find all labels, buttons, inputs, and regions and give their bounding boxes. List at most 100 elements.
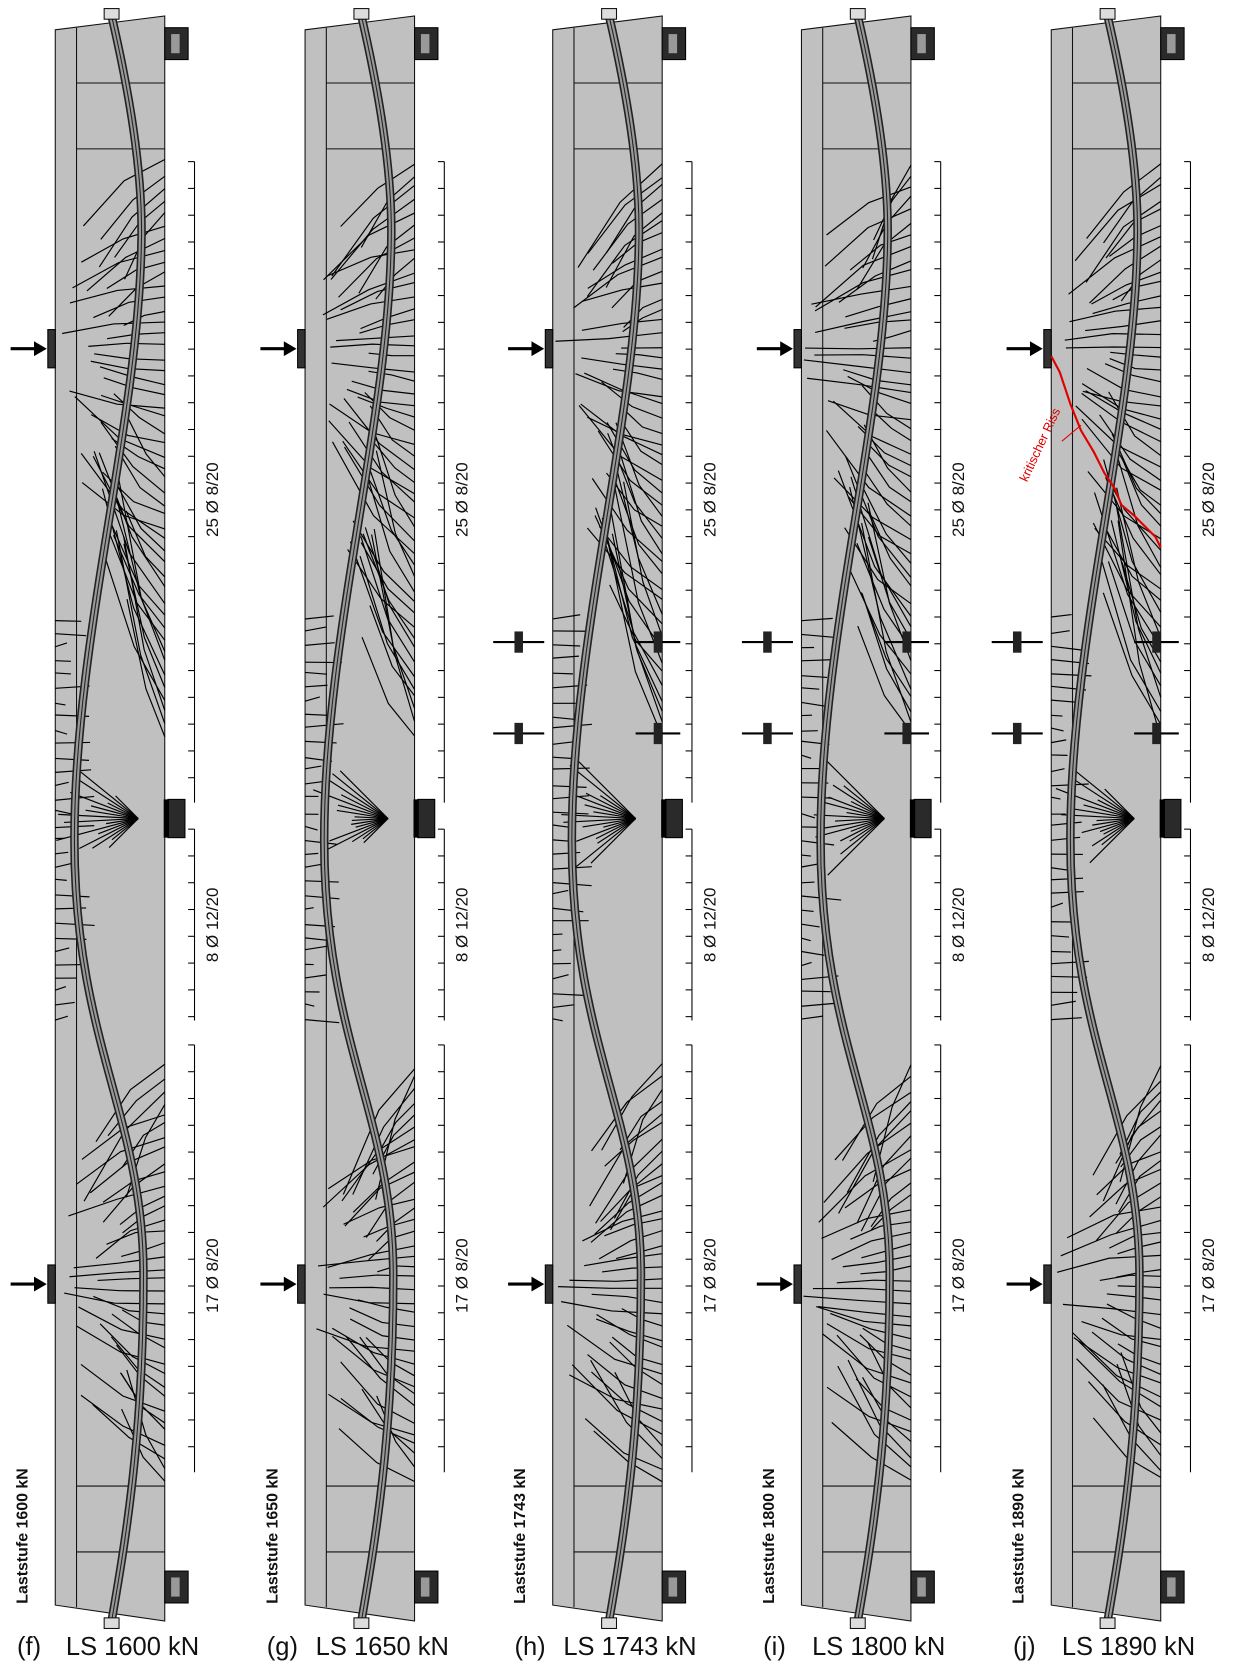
beam-panel: 25 Ø 8/20 8 Ø 12/20 17 Ø 8/20 Laststufe 180…	[742, 9, 968, 1661]
support-detail	[917, 34, 926, 53]
support-detail	[171, 34, 180, 53]
displacement-gauge-body	[1013, 723, 1022, 744]
anchor-plate	[354, 9, 369, 20]
load-arrow-head	[531, 341, 544, 356]
stirrup-label: 17 Ø 8/20	[453, 1238, 472, 1313]
displacement-gauge-body	[902, 631, 911, 652]
crack	[1051, 951, 1071, 952]
mid-support	[1164, 799, 1181, 837]
load-arrow-head	[1030, 1277, 1043, 1292]
beam-panel: 25 Ø 8/208 Ø 12/2017 Ø 8/20Laststufe 160…	[11, 9, 222, 1661]
support-detail	[669, 34, 678, 53]
displacement-gauge-body	[902, 723, 911, 744]
displacement-gauge-body	[763, 723, 772, 744]
mid-support-detail	[910, 799, 915, 837]
mid-support-detail	[164, 799, 169, 837]
load-plate	[794, 330, 801, 368]
anchor-plate	[602, 1618, 617, 1629]
load-plate	[1044, 1265, 1051, 1303]
load-step-label: Laststufe 1890 kN	[1011, 1468, 1028, 1604]
support-detail	[1167, 34, 1176, 53]
displacement-gauge-body	[1013, 631, 1022, 652]
load-plate	[545, 1265, 552, 1303]
load-plate	[298, 1265, 305, 1303]
support-detail	[171, 1577, 180, 1596]
load-arrow-head	[780, 1277, 793, 1292]
crack	[1051, 715, 1062, 716]
stirrup-label: 8 Ø 12/20	[1199, 887, 1218, 962]
beam-panel: 25 Ø 8/20 8 Ø 12/20 17 Ø 8/20 Laststufe 174…	[493, 9, 719, 1661]
load-plate	[298, 330, 305, 368]
crack	[553, 934, 563, 935]
support-detail	[421, 34, 430, 53]
displacement-gauge-body	[654, 631, 663, 652]
anchor-plate	[1100, 1618, 1115, 1629]
stirrup-label: 25 Ø 8/20	[203, 462, 222, 537]
caption: LS 1600 kN	[66, 1633, 199, 1661]
beam-panel: 25 Ø 8/20 8 Ø 12/20 17 Ø 8/20 Laststufe 189…	[992, 9, 1218, 1661]
caption-tag: (f)	[17, 1633, 41, 1661]
mid-support	[914, 799, 931, 837]
load-arrow-head	[531, 1277, 544, 1292]
stirrup-label: 25 Ø 8/20	[1199, 462, 1218, 537]
displacement-gauge-body	[1152, 631, 1161, 652]
stirrup-label: 25 Ø 8/20	[949, 462, 968, 537]
mid-support-detail	[661, 799, 666, 837]
stirrup-label: 8 Ø 12/20	[203, 887, 222, 962]
load-plate	[545, 330, 552, 368]
load-arrow-head	[34, 1277, 47, 1292]
anchor-plate	[104, 1618, 119, 1629]
displacement-gauge-body	[514, 631, 523, 652]
crack	[55, 661, 71, 662]
figure: 25 Ø 8/208 Ø 12/2017 Ø 8/20Laststufe 160…	[0, 0, 1233, 1670]
mid-support-detail	[413, 799, 418, 837]
support-detail	[421, 1577, 430, 1596]
stirrup-label: 17 Ø 8/20	[949, 1238, 968, 1313]
crack	[55, 742, 90, 743]
load-plate	[48, 330, 55, 368]
caption-tag: (i)	[763, 1633, 786, 1661]
stirrup-label: 8 Ø 12/20	[949, 887, 968, 962]
displacement-gauge-body	[514, 723, 523, 744]
caption-tag: (h)	[514, 1633, 545, 1661]
anchor-plate	[1100, 9, 1115, 20]
stirrup-label: 17 Ø 8/20	[700, 1238, 719, 1313]
anchor-plate	[850, 9, 865, 20]
load-arrow-head	[780, 341, 793, 356]
load-step-label: Laststufe 1800 kN	[761, 1468, 778, 1604]
load-step-label: Laststufe 1743 kN	[512, 1468, 529, 1604]
displacement-gauge-body	[763, 631, 772, 652]
mid-support	[418, 799, 435, 837]
caption-tag: (g)	[267, 1633, 298, 1661]
displacement-gauge-body	[654, 723, 663, 744]
crack	[55, 621, 81, 622]
load-arrow-head	[1030, 341, 1043, 356]
load-plate	[48, 1265, 55, 1303]
mid-support	[168, 799, 185, 837]
stirrup-label: 17 Ø 8/20	[203, 1238, 222, 1313]
stirrup-label: 17 Ø 8/20	[1199, 1238, 1218, 1313]
load-step-label: Laststufe 1650 kN	[264, 1468, 281, 1604]
load-arrow-head	[284, 341, 297, 356]
mid-support-detail	[1160, 799, 1165, 837]
displacement-gauge-body	[1152, 723, 1161, 744]
anchor-plate	[602, 9, 617, 20]
caption-tag: (j)	[1013, 1633, 1036, 1661]
caption: LS 1890 kN	[1062, 1633, 1195, 1661]
support-detail	[669, 1577, 678, 1596]
load-plate	[1044, 330, 1051, 368]
load-plate	[794, 1265, 801, 1303]
stirrup-label: 8 Ø 12/20	[700, 887, 719, 962]
caption: LS 1650 kN	[316, 1633, 449, 1661]
crack	[801, 991, 830, 992]
load-arrow-head	[284, 1277, 297, 1292]
anchor-plate	[104, 9, 119, 20]
support-detail	[1167, 1577, 1176, 1596]
stirrup-label: 8 Ø 12/20	[453, 887, 472, 962]
support-detail	[917, 1577, 926, 1596]
caption: LS 1800 kN	[812, 1633, 945, 1661]
anchor-plate	[850, 1618, 865, 1629]
anchor-plate	[354, 1618, 369, 1629]
stirrup-label: 25 Ø 8/20	[700, 462, 719, 537]
